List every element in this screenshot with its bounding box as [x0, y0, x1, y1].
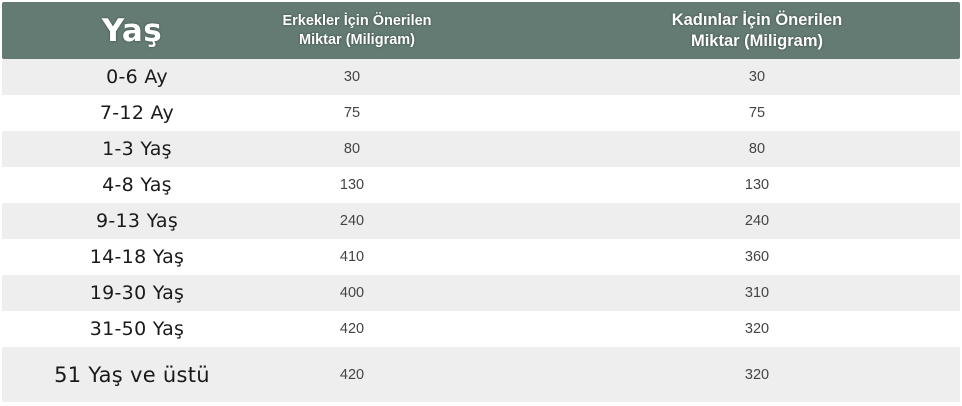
header-men: Erkekler İçin Önerilen Miktar (Miligram) — [242, 2, 472, 59]
row-age: 51 Yaş ve üstü — [54, 362, 210, 387]
row-women-value: 320 — [744, 321, 770, 337]
table-header: Yaş Erkekler İçin Önerilen Miktar (Milig… — [2, 2, 960, 59]
row-women-value: 30 — [748, 69, 766, 85]
row-age: 14-18 Yaş — [89, 246, 185, 268]
row-men-value: 400 — [339, 285, 365, 301]
header-age: Yaş — [101, 12, 163, 49]
header-women: Kadınlar İçin Önerilen Miktar (Miligram) — [632, 2, 882, 59]
row-women-value: 80 — [748, 141, 766, 157]
table-row: 31-50 Yaş 420 320 — [2, 311, 960, 347]
row-men-value: 240 — [339, 213, 365, 229]
row-women-value: 130 — [744, 177, 770, 193]
table-row: 4-8 Yaş 130 130 — [2, 167, 960, 203]
header-men-line1: Erkekler İçin Önerilen — [282, 12, 432, 29]
row-men-value: 80 — [343, 141, 361, 157]
row-men-value: 30 — [343, 69, 361, 85]
header-women-line1: Kadınlar İçin Önerilen — [671, 10, 843, 29]
row-women-value: 310 — [744, 285, 770, 301]
row-age: 9-13 Yaş — [95, 210, 179, 232]
row-women-value: 320 — [744, 366, 770, 383]
row-men-value: 130 — [339, 177, 365, 193]
row-age: 31-50 Yaş — [89, 318, 185, 340]
row-men-value: 410 — [339, 249, 365, 265]
row-women-value: 240 — [744, 213, 770, 229]
row-women-value: 75 — [748, 105, 766, 121]
row-age: 1-3 Yaş — [102, 138, 172, 160]
header-men-line2: Miktar (Miligram) — [298, 31, 415, 48]
row-men-value: 75 — [343, 105, 361, 121]
table-row: 14-18 Yaş 410 360 — [2, 239, 960, 275]
table-row: 7-12 Ay 75 75 — [2, 95, 960, 131]
table-row: 0-6 Ay 30 30 — [2, 59, 960, 95]
row-age: 0-6 Ay — [106, 66, 168, 88]
row-age: 4-8 Yaş — [102, 174, 172, 196]
header-women-line2: Miktar (Miligram) — [690, 31, 823, 50]
row-men-value: 420 — [339, 321, 365, 337]
table-row: 9-13 Yaş 240 240 — [2, 203, 960, 239]
table-row: 19-30 Yaş 400 310 — [2, 275, 960, 311]
table-row: 51 Yaş ve üstü 420 320 — [2, 347, 960, 402]
table-row: 1-3 Yaş 80 80 — [2, 131, 960, 167]
row-age: 19-30 Yaş — [89, 282, 185, 304]
row-men-value: 420 — [339, 366, 365, 383]
row-age: 7-12 Ay — [99, 102, 175, 124]
row-women-value: 360 — [744, 249, 770, 265]
